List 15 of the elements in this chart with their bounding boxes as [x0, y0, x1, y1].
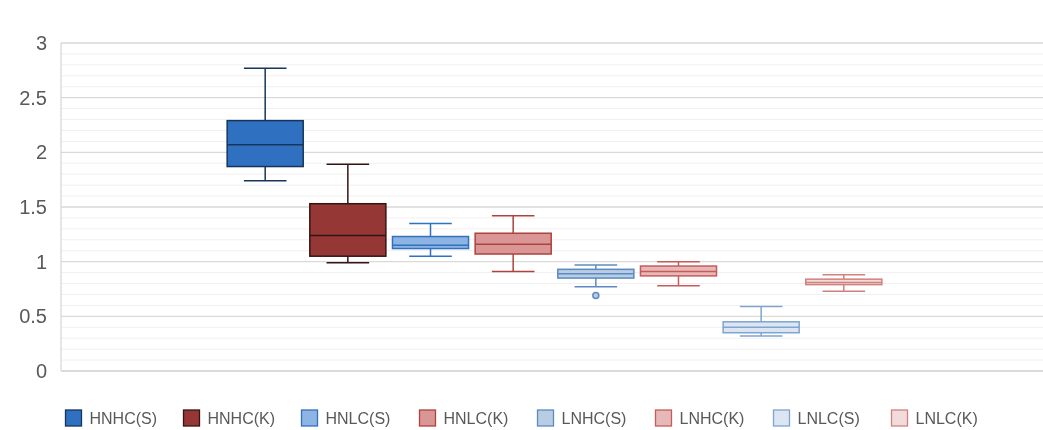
y-tick-label: 1: [35, 250, 47, 273]
legend-label: LNLC(S): [797, 409, 860, 427]
y-tick-label: 2.5: [19, 86, 47, 109]
legend-label: LNHC(S): [561, 409, 627, 427]
y-tick-label: 3: [35, 32, 47, 54]
legend-label: LNLC(K): [915, 409, 978, 427]
y-tick-label: 2: [35, 141, 47, 164]
legend-label: LNHC(K): [679, 409, 745, 427]
legend-label: HNHC(K): [207, 409, 276, 427]
y-tick-label: 1.5: [19, 196, 47, 218]
legend-label: HNHC(S): [89, 409, 158, 427]
legend-label: HNLC(K): [443, 409, 509, 427]
y-tick-label: 0.5: [19, 305, 47, 328]
y-tick-label: 0: [35, 360, 47, 382]
legend-label: HNLC(S): [325, 409, 391, 427]
